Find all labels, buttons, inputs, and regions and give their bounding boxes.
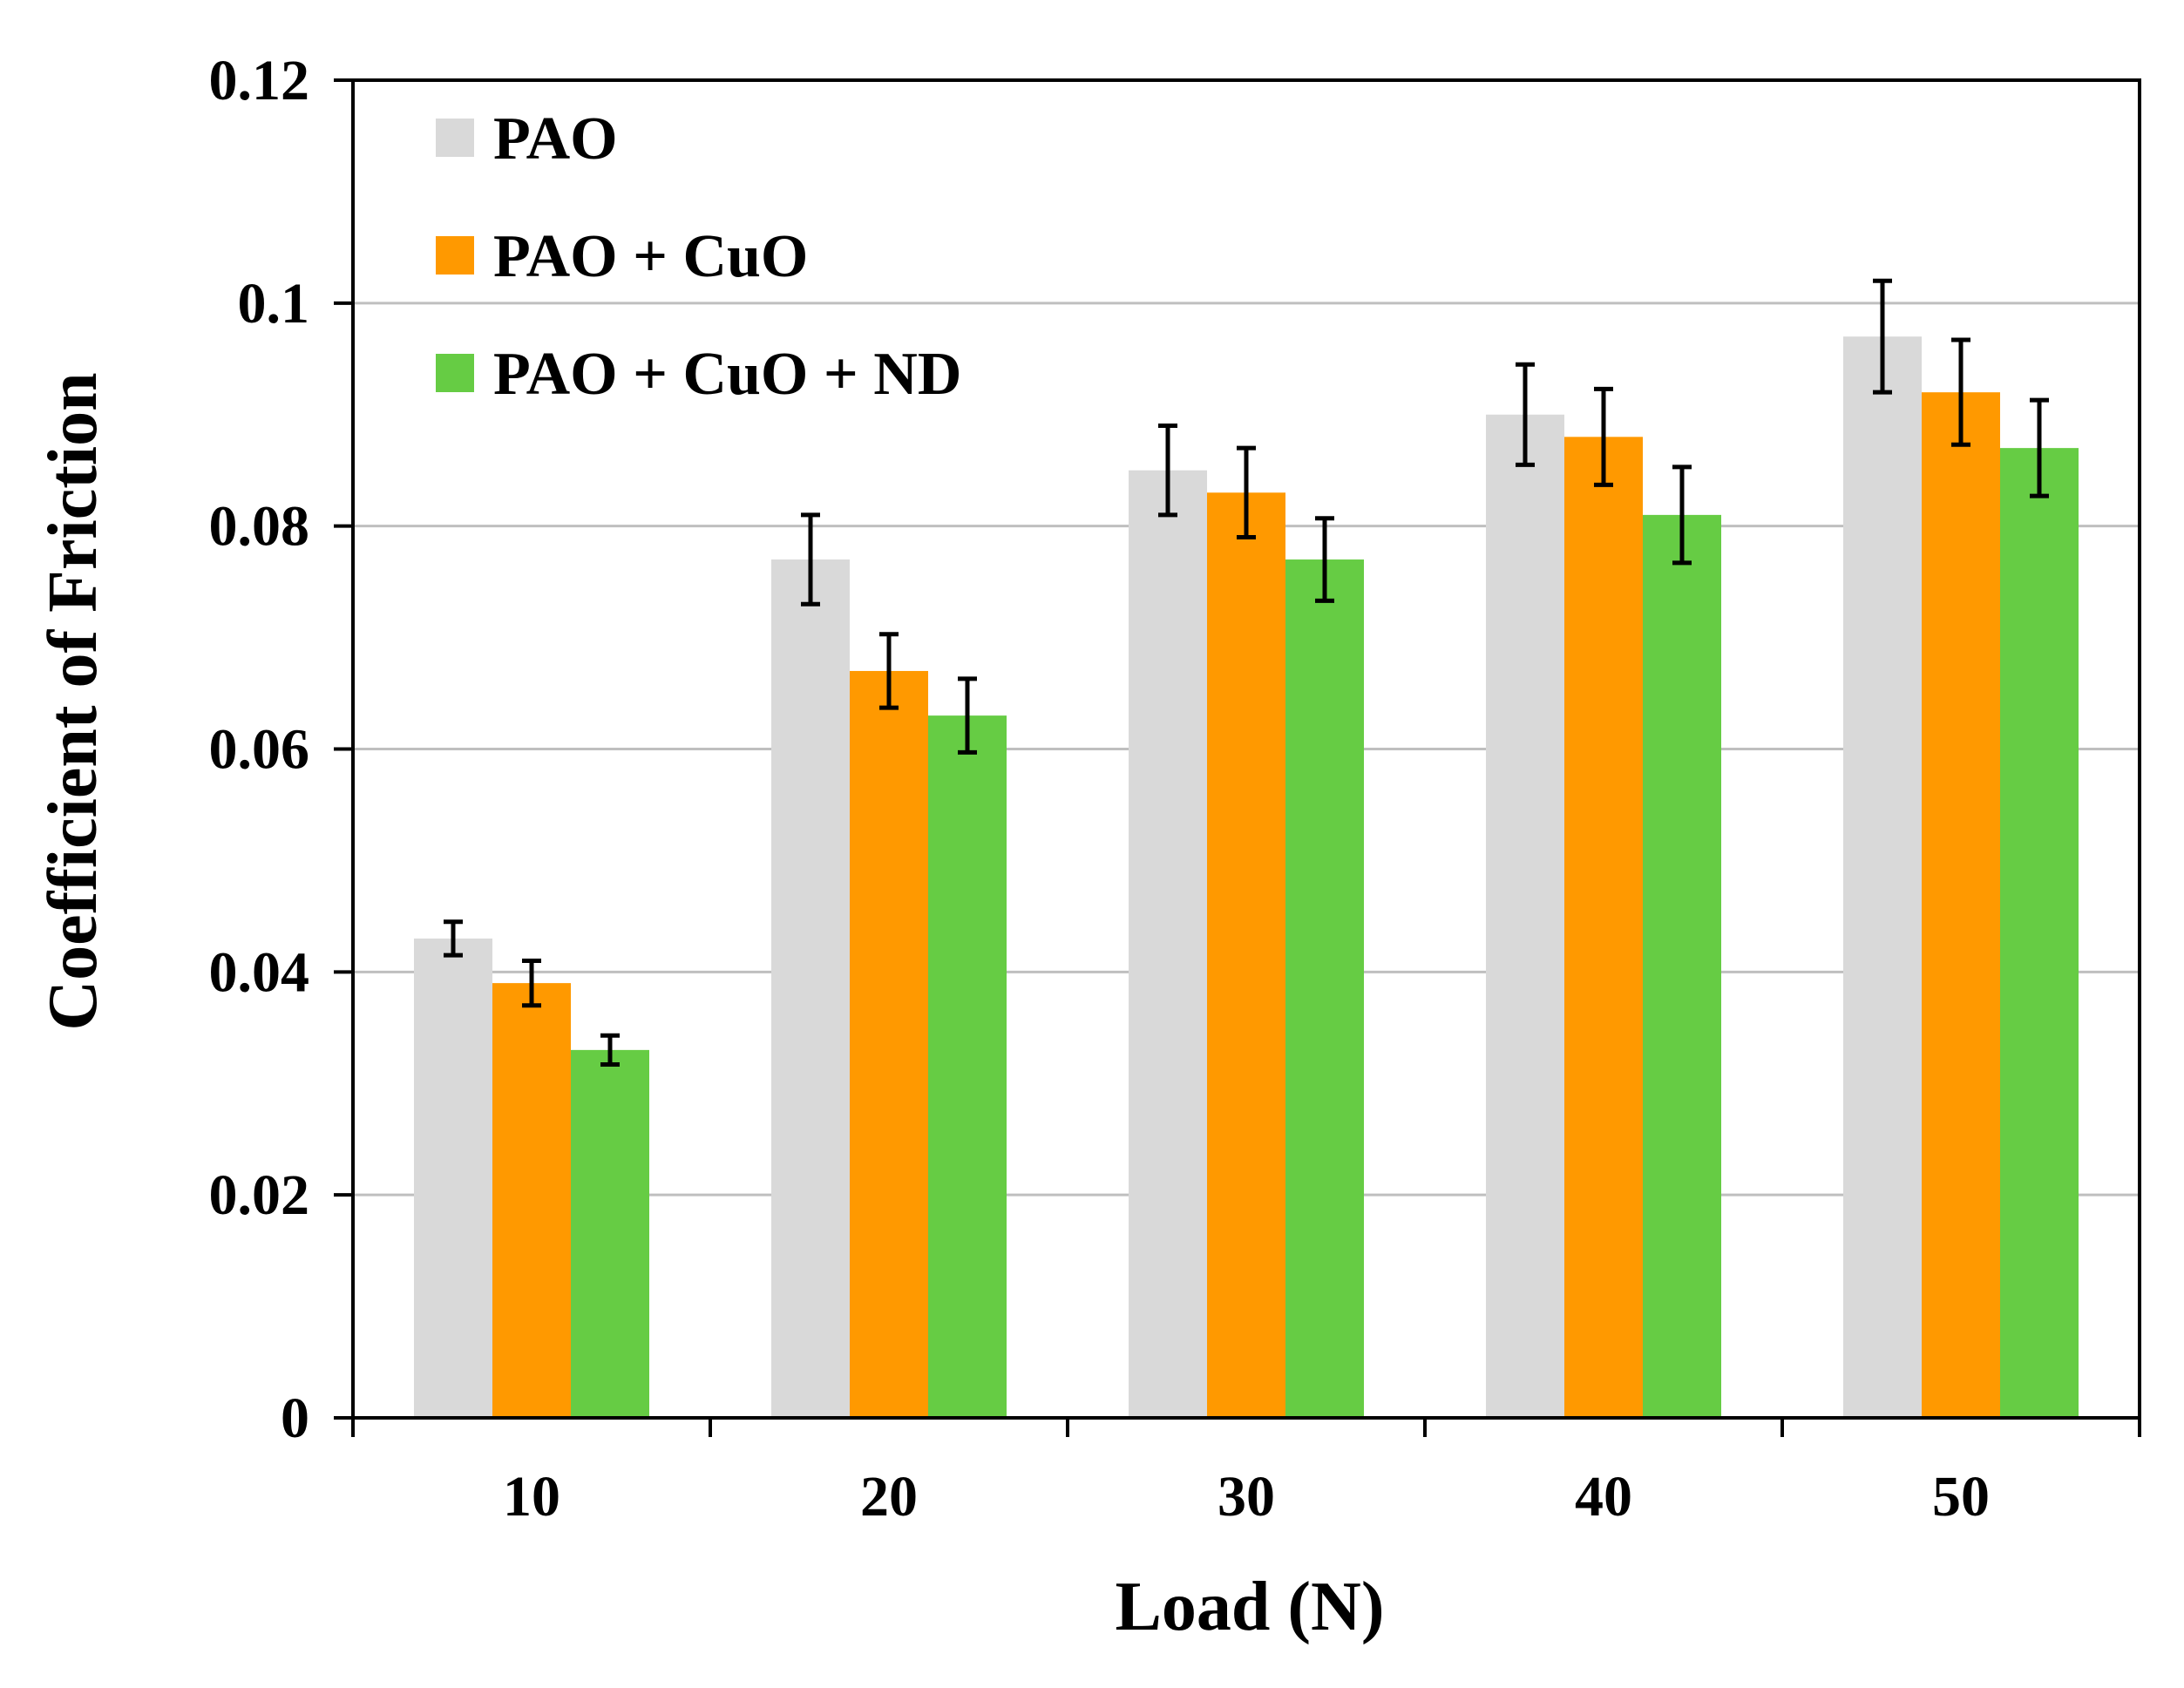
bar-pao-30 <box>1129 470 1207 1419</box>
y-tick-label: 0.04 <box>209 940 310 1004</box>
x-tick-label: 30 <box>1217 1465 1275 1529</box>
error-bars <box>444 278 2049 1068</box>
legend-swatch <box>436 236 474 275</box>
bar-pao-20 <box>771 559 850 1418</box>
bar-pao-cuo-nd-40 <box>1643 514 1721 1418</box>
bar-pao-cuo-nd-50 <box>2000 448 2079 1418</box>
y-axis-title: Coefficient of Friction <box>35 372 112 1030</box>
bar-pao-50 <box>1843 336 1922 1418</box>
y-tick-label: 0 <box>281 1386 309 1450</box>
x-tick-label: 50 <box>1932 1465 1990 1529</box>
bar-pao-cuo-20 <box>850 670 928 1418</box>
y-tick-label: 0.12 <box>209 49 310 112</box>
bars <box>414 336 2079 1419</box>
bar-pao-cuo-50 <box>1922 392 2000 1419</box>
y-tick-label: 0.06 <box>209 718 310 782</box>
x-axis-title: Load (N) <box>1116 1569 1385 1645</box>
bar-pao-cuo-nd-10 <box>571 1049 649 1418</box>
legend-swatch <box>436 119 474 157</box>
legend-swatch <box>436 354 474 392</box>
legend-label: PAO <box>493 105 618 173</box>
x-tick-label: 20 <box>860 1465 918 1529</box>
bar-pao-cuo-nd-30 <box>1285 559 1364 1418</box>
bar-pao-cuo-40 <box>1564 437 1643 1418</box>
x-tick-label: 10 <box>503 1465 560 1529</box>
bar-pao-cuo-nd-20 <box>928 715 1007 1418</box>
legend: PAO PAO + CuO PAO + CuO + ND <box>436 105 961 408</box>
y-tick-label: 0.08 <box>209 495 310 559</box>
x-tick-label: 40 <box>1575 1465 1632 1529</box>
bar-pao-cuo-30 <box>1207 492 1285 1418</box>
axes: 0 0.02 0.04 0.06 0.08 0.1 0.12 10 20 30 40 50 <box>209 49 2141 1529</box>
y-tick-label: 0.02 <box>209 1163 310 1227</box>
legend-label: PAO + CuO + ND <box>493 341 961 408</box>
bar-pao-cuo-10 <box>492 983 571 1418</box>
legend-label: PAO + CuO <box>493 223 808 290</box>
y-tick-label: 0.1 <box>238 272 310 336</box>
bar-pao-10 <box>414 938 492 1418</box>
bar-pao-40 <box>1486 414 1564 1418</box>
